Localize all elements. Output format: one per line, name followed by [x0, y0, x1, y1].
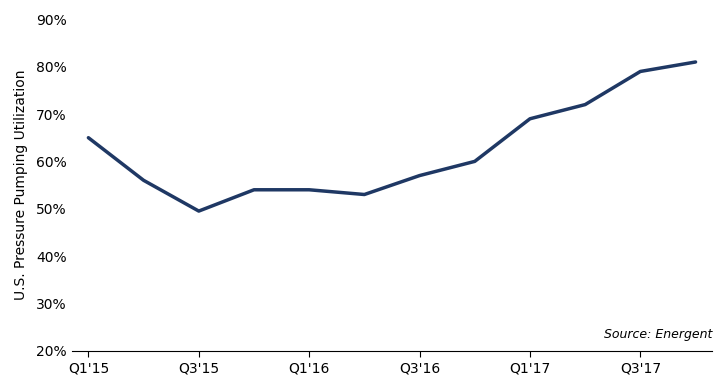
Y-axis label: U.S. Pressure Pumping Utilization: U.S. Pressure Pumping Utilization [14, 70, 28, 300]
Text: Source: Energent: Source: Energent [604, 328, 712, 341]
